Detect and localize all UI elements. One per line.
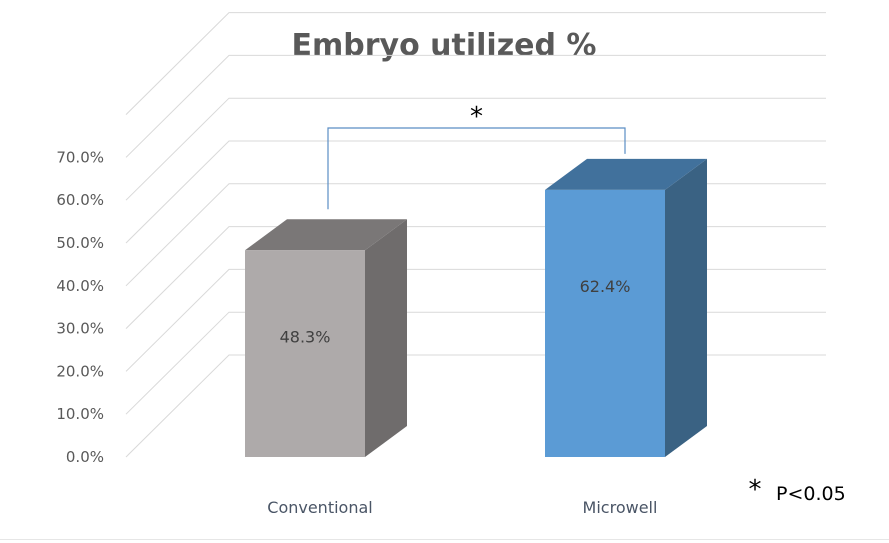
footnote-text: P<0.05 [776, 483, 846, 505]
p-value-footnote: * P<0.05 [749, 475, 846, 505]
y-tick-label: 50.0% [56, 234, 104, 252]
x-category-label: Conventional [267, 498, 372, 517]
y-axis-ticks: 0.0% 10.0% 20.0% 30.0% 40.0% 50.0% 60.0% 70.0% [56, 148, 104, 466]
bar-microwell: 62.4% [545, 158, 707, 458]
gridline [125, 226, 826, 329]
gridline [125, 97, 826, 201]
gridline [125, 311, 826, 415]
bar-top [245, 219, 407, 251]
data-label: 62.4% [580, 277, 631, 296]
gridlines [125, 12, 826, 458]
bar-conventional: 48.3% [245, 219, 407, 457]
significance-bracket-line [327, 127, 626, 210]
y-tick-label: 40.0% [56, 277, 104, 295]
y-tick-label: 60.0% [56, 191, 104, 209]
y-tick-label: 70.0% [56, 148, 104, 166]
chart-title: Embryo utilized % [292, 28, 597, 63]
bar-front [245, 250, 365, 457]
x-category-label: Microwell [583, 498, 658, 517]
bar-side [665, 158, 707, 458]
y-tick-label: 20.0% [56, 362, 104, 380]
y-tick-label: 30.0% [56, 320, 104, 338]
bars: 48.3% 62.4% [245, 158, 707, 458]
gridline [125, 12, 826, 115]
significance-bracket: * [327, 102, 626, 210]
gridline [125, 140, 826, 244]
bar-side [365, 219, 407, 457]
y-tick-label: 10.0% [56, 405, 104, 423]
x-axis-categories: Conventional Microwell [267, 498, 657, 517]
gridline [125, 54, 826, 158]
footnote-marker: * [749, 475, 762, 505]
gridline [125, 268, 826, 372]
data-label: 48.3% [280, 327, 331, 346]
significance-marker: * [470, 102, 483, 132]
gridline [125, 183, 826, 287]
gridline [125, 354, 826, 458]
bottom-divider [0, 539, 889, 540]
y-tick-label: 0.0% [66, 448, 104, 466]
bar-top [545, 158, 707, 190]
bar-front [545, 189, 665, 458]
